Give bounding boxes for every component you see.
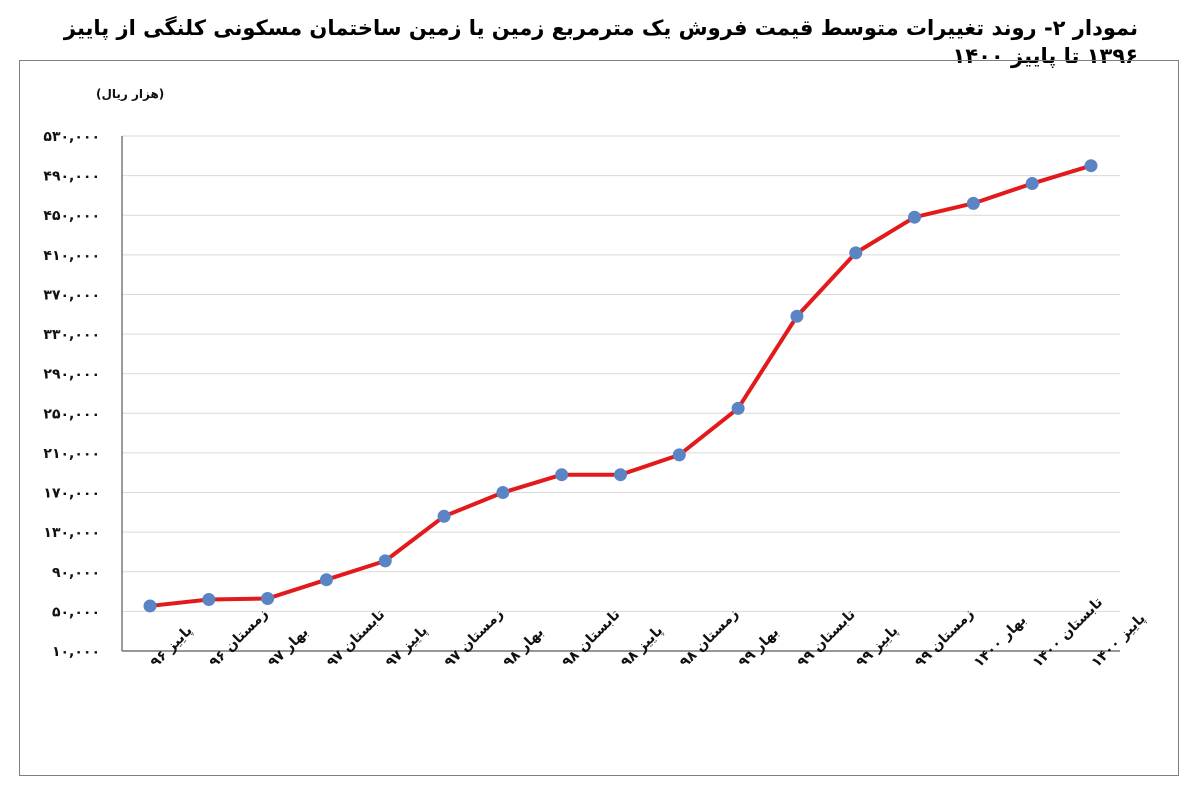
y-unit-label: (هزار ریال) [96,87,164,101]
data-point [849,246,863,260]
y-tick-label: ۵۳۰,۰۰۰ [43,129,100,145]
data-point [555,468,569,482]
data-point [261,592,275,606]
y-tick-label: ۹۰,۰۰۰ [52,565,100,581]
data-point [966,196,980,210]
series-line [148,163,1093,608]
x-category-label: زمستان ۹۷ [442,606,507,671]
data-point [437,509,451,523]
data-point [202,593,216,606]
data-point [1025,177,1039,191]
data-point [672,448,686,462]
x-category-label: پاییز ۹۹ [853,623,901,671]
x-category-label: بهار ۹۸ [500,624,547,671]
x-category-label: زمستان ۹۸ [677,606,742,671]
data-point [908,210,922,224]
y-tick-label: ۳۷۰,۰۰۰ [43,287,100,303]
y-tick-label: ۴۱۰,۰۰۰ [43,248,100,264]
x-category-label: پاییز ۹۶ [148,623,196,671]
y-tick-label: ۴۹۰,۰۰۰ [43,169,100,185]
data-point [614,468,627,482]
x-category-label: پاییز ۹۷ [383,623,431,671]
data-point [496,486,510,500]
x-category-label: بهار ۱۴۰۰ [971,612,1030,671]
y-tick-label: ۲۹۰,۰۰۰ [43,367,100,383]
x-category-label: پاییز ۱۴۰۰ [1089,611,1149,671]
data-point [319,573,333,587]
data-point [790,309,804,323]
x-category-label: بهار ۹۹ [736,624,783,671]
data-point [378,554,392,568]
y-tick-label: ۱۰,۰۰۰ [52,644,100,660]
x-category-label: تابستان ۹۹ [794,607,858,671]
data-point [731,401,745,415]
x-category-label: زمستان ۹۶ [206,606,271,671]
x-category-label: تابستان ۹۸ [559,607,623,671]
data-point [143,599,157,613]
y-tick-label: ۵۰,۰۰۰ [52,604,100,620]
data-point [1084,159,1098,173]
y-tick-label: ۲۵۰,۰۰۰ [43,406,100,422]
x-category-label: بهار ۹۷ [265,624,312,671]
y-tick-label: ۳۳۰,۰۰۰ [43,327,100,343]
y-tick-label: ۱۷۰,۰۰۰ [43,486,100,502]
x-category-label: تابستان ۹۷ [324,607,388,671]
x-category-label: پاییز ۹۸ [618,623,666,671]
y-tick-label: ۴۵۰,۰۰۰ [43,208,100,224]
chart-frame [19,60,1179,776]
y-tick-label: ۲۱۰,۰۰۰ [43,446,100,462]
chart-title: نمودار ۲- روند تغییرات متوسط قیمت فروش ی… [63,16,1138,68]
x-category-label: زمستان ۹۹ [912,606,977,671]
y-tick-label: ۱۳۰,۰۰۰ [43,525,100,541]
